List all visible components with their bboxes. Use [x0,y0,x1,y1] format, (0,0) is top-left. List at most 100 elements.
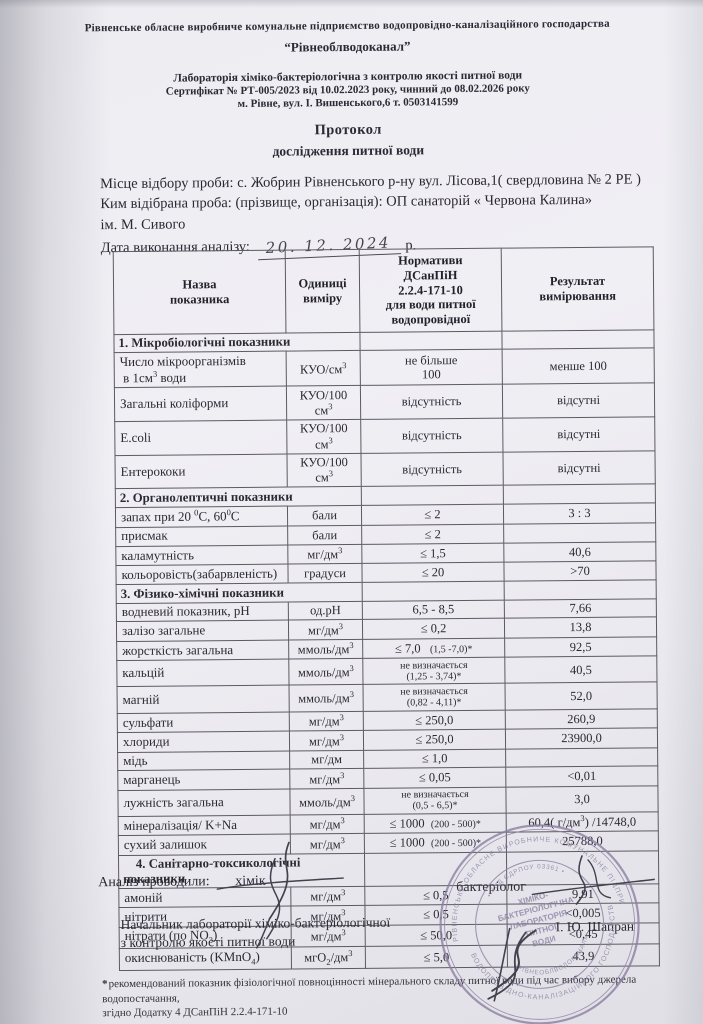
table-column-header: Нормативи ДСанПіН 2.2.4-171-10 для води пит… [359,248,502,333]
result-cell: 23900,0 [505,727,658,749]
norm-cell: ≤ 250,0 [363,729,506,750]
norm-cell: ≤ 2 [361,504,504,526]
unit-cell: КУО/см3 [286,350,361,387]
round-lab-stamp: РІВНЕНСЬКЕ ОБЛАСНЕ ВИРОБНИЧЕ КОМУНАЛЬНЕ … [410,795,640,1024]
table-column-header: Назва показника [113,250,286,335]
section-title-cell: 2. Органолептичні показники [115,486,362,508]
empty-cell [362,581,505,601]
name-cell: лужність загальна [117,788,291,817]
result-cell [505,747,658,768]
name-cell: магній [117,685,290,714]
norm-cell: відсутність [360,418,503,454]
performed-label: Аналіз проводили: [98,874,210,891]
unit-cell: КУО/100 см3 [286,385,361,420]
unit-cell: од.pH [288,600,363,621]
unit-cell: бали [287,505,362,527]
unit-cell: мг/дм3 [289,730,364,751]
stamp-inner-ring [475,859,605,989]
empty-cell [504,579,657,600]
unit-cell: градуси [287,563,363,584]
norm-cell: не більше 100 [360,349,503,386]
footnote-marker: * [102,978,108,991]
name-cell: кольоровість(забарвленість) [115,564,289,585]
org-name-line: Рівненське обласне виробниче комунальне … [84,17,610,35]
empty-cell [503,484,656,505]
empty-cell [359,330,503,351]
table-row: Загальні коліформи КУО/100 см3 відсутність… [114,383,655,422]
unit-cell: КУО/100 см3 [286,419,361,454]
norm-cell: ≤ 7,0 (1,5 -7,0)* [362,637,505,659]
name-cell: каламутність [115,544,288,566]
norm-cell: ≤ 1,0 [363,748,506,769]
section-title-cell: 1. Мікробіологічні показники [113,332,361,353]
stamp-outer-ring-2 [444,828,636,1020]
document-header: Рівненське обласне виробниче комунальне … [0,17,700,162]
name-cell: Число мікроорганізмів в 1см3 води [114,351,287,388]
table-column-header: Результат вимірювання [501,246,654,331]
name-cell: мінералізація/ K+Na [118,815,291,836]
norm-cell: ≤ 20 [361,562,505,583]
results-table-head: Назва показника Одиниці виміру Нормативи ДСан… [113,246,654,335]
name-cell: мідь [117,750,290,771]
name-cell: Загальні коліформи [114,386,287,422]
result-cell: 3 : 3 [503,502,656,525]
document-title: Протокол [314,121,382,139]
norm-cell: ≤ 1,5 [361,542,504,564]
unit-cell: бали [287,525,362,545]
table-row: E.coli КУО/100 см3 відсутність відсутні [114,416,655,456]
unit-cell: мг/дм3 [289,711,364,732]
norm-cell: ≤ 0,2 [362,618,505,640]
norm-cell: ≤ 0,05 [363,767,506,789]
unit-cell: ммоль/дм3 [289,684,364,712]
result-cell: 92,5 [504,636,657,658]
section-title-cell: 3. Фізико-хімічні показники [116,582,363,604]
name-cell: присмак [115,526,288,547]
name-cell: кальцій [116,659,290,688]
result-cell: >70 [503,561,657,582]
norm-cell: ≤ 250,0 [363,709,506,731]
unit-cell: мг/дм3 [288,619,363,640]
document-subtitle: дослідження питної води [272,142,425,159]
table-row: Ентерококи КУО/100 см3 відсутність відсутні [114,450,656,489]
name-cell: сульфати [117,711,290,733]
footnote-line2: згідно Додатку 4 ДСанПіН 2.2.4-171-10 [102,1005,288,1020]
result-cell: 13,8 [504,617,657,638]
bacteriologist-signature [531,855,655,905]
name-cell: Ентерококи [114,453,288,489]
table-row: Число мікроорганізмів в 1см3 води КУО/см3… [114,348,655,388]
norm-cell: не визначається (0,5 - 6,5)* [363,786,507,815]
result-cell: відсутні [502,383,655,419]
sample-info-block: Місце відбору проби: с. Жобрин Рівненськ… [100,169,667,261]
name-cell: жорсткість загальна [116,639,289,661]
unit-cell: мг/дм [289,749,364,770]
name-cell: марганець [117,769,290,791]
result-cell: відсутні [502,450,656,486]
unit-cell: мг/дм3 [287,544,362,565]
result-cell: відсутні [502,416,655,452]
norm-cell: відсутність [360,384,503,420]
result-cell: 40,5 [504,656,657,684]
org-short-name: “Рівнеоблводоканал” [284,38,411,55]
unit-cell: ммоль/дм3 [289,788,365,816]
chemist-signature [216,841,344,949]
table-header-row: Назва показника Одиниці виміру Нормативи ДСан… [113,246,654,335]
unit-cell: КУО/100 см3 [286,453,362,488]
name-cell: залізо загальне [116,620,289,642]
name-cell: E.coli [114,419,287,456]
empty-cell [501,329,655,350]
unit-cell: мг/дм3 [289,768,364,789]
unit-cell: ммоль/дм3 [288,639,363,660]
name-cell: запах при 20 0С, 600С [115,505,288,528]
table-column-header: Одиниці виміру [285,249,360,333]
norm-cell: не визначається (0,82 - 4,11)* [363,683,506,712]
result-cell: 7,66 [504,598,657,619]
result-cell: 52,0 [505,682,658,710]
norm-cell: відсутність [360,451,504,487]
unit-cell: ммоль/дм3 [288,658,364,686]
norm-cell: 6,5 - 8,5 [362,599,505,620]
stamp-outer-ring [439,824,640,1024]
result-cell: 260,9 [505,708,658,730]
result-cell [503,522,656,543]
